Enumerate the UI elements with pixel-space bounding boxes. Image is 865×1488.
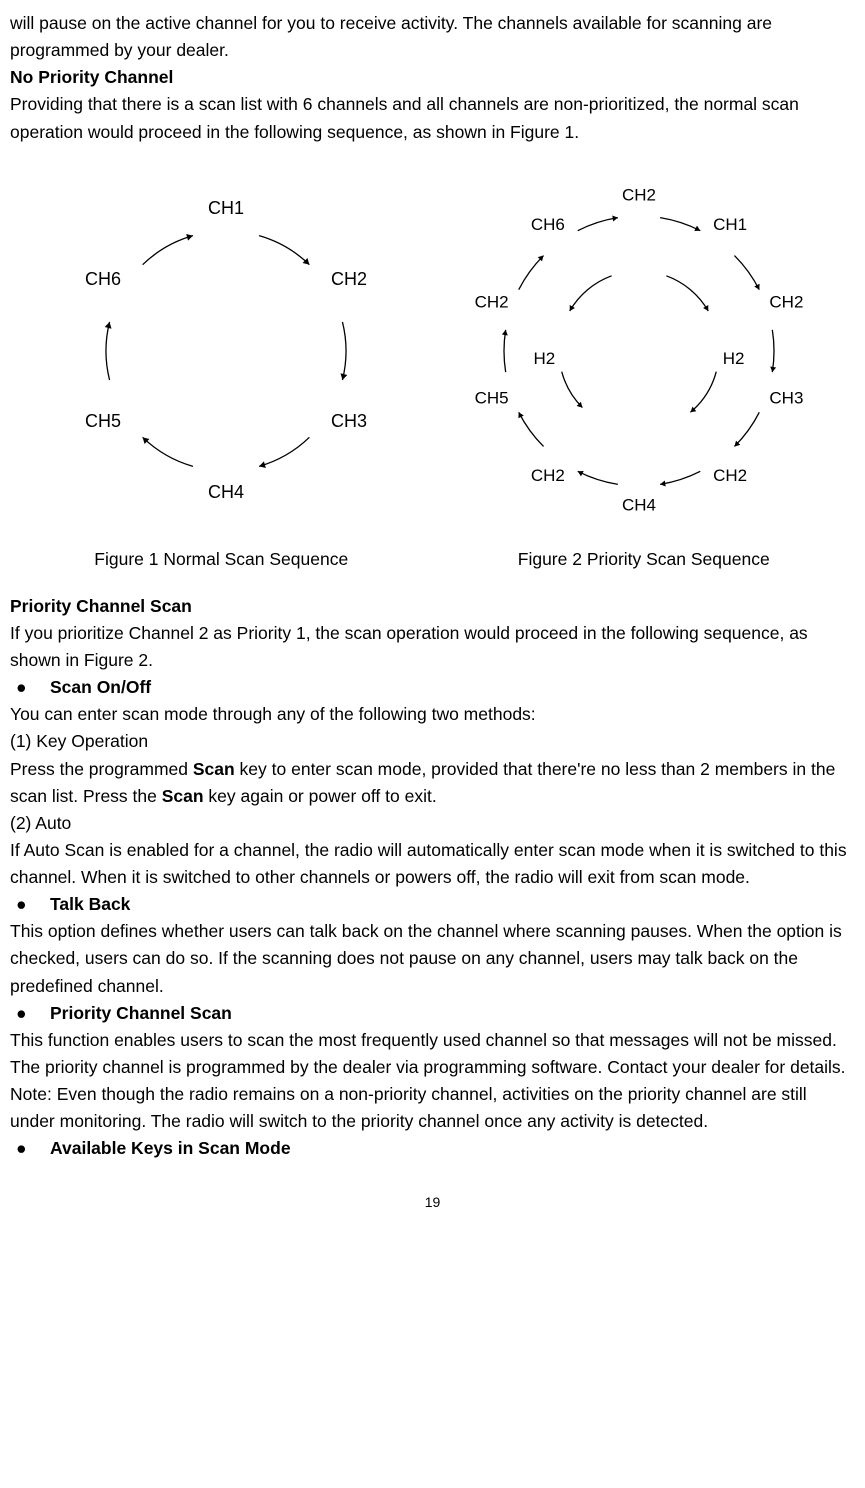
bullet-icon: ●: [10, 1000, 50, 1027]
priority-scan-text: If you prioritize Channel 2 as Priority …: [10, 623, 808, 670]
svg-text:CH4: CH4: [208, 481, 244, 501]
key-op-text: Press the programmed Scan key to enter s…: [10, 756, 855, 810]
avail-keys-label: Available Keys in Scan Mode: [50, 1135, 291, 1162]
priority-scan-section: Priority Channel Scan If you prioritize …: [10, 593, 855, 674]
figure-1-diagram: CH1 CH2 CH3 CH4 CH5 CH6: [20, 176, 433, 526]
talk-back-text: This option defines whether users can ta…: [10, 918, 855, 999]
svg-text:CH2: CH2: [474, 292, 508, 311]
key-text-pre: Press the programmed: [10, 759, 193, 779]
svg-text:CH4: CH4: [622, 495, 656, 514]
captions-row: Figure 1 Normal Scan Sequence Figure 2 P…: [10, 546, 855, 573]
svg-text:CH3: CH3: [769, 388, 803, 407]
svg-text:CH3: CH3: [331, 410, 367, 430]
talk-back-label: Talk Back: [50, 891, 130, 918]
key-text-bold2: Scan: [162, 786, 204, 806]
svg-text:CH2: CH2: [622, 185, 656, 204]
priority-scan-heading: Priority Channel Scan: [10, 596, 192, 616]
scan-onoff-intro: You can enter scan mode through any of t…: [10, 701, 855, 728]
svg-text:CH2: CH2: [531, 466, 565, 485]
no-priority-heading: No Priority Channel: [10, 67, 173, 87]
priority-bullet: ● Priority Channel Scan: [10, 1000, 855, 1027]
bullet-icon: ●: [10, 1135, 50, 1162]
svg-text:CH6: CH6: [85, 268, 121, 288]
svg-text:CH5: CH5: [474, 388, 508, 407]
key-op-label: (1) Key Operation: [10, 728, 855, 755]
scan-onoff-bullet: ● Scan On/Off: [10, 674, 855, 701]
svg-text:CH5: CH5: [85, 410, 121, 430]
priority-bullet-text: This function enables users to scan the …: [10, 1027, 855, 1136]
priority-bullet-label: Priority Channel Scan: [50, 1000, 232, 1027]
diagrams-container: CH1CH2CH3CH4CH5CH6 CH2CH1CH2CH3CH2CH4CH2…: [10, 176, 855, 526]
svg-text:CH2: CH2: [331, 268, 367, 288]
key-text-post: key again or power off to exit.: [204, 786, 437, 806]
svg-text:CH1: CH1: [208, 197, 244, 217]
key-text-bold1: Scan: [193, 759, 235, 779]
svg-text:H2: H2: [723, 348, 745, 367]
auto-text: If Auto Scan is enabled for a channel, t…: [10, 837, 855, 891]
no-priority-text: Providing that there is a scan list with…: [10, 94, 799, 141]
svg-text:CH1: CH1: [713, 215, 747, 234]
svg-text:CH2: CH2: [713, 466, 747, 485]
svg-text:CH6: CH6: [531, 215, 565, 234]
talk-back-bullet: ● Talk Back: [10, 891, 855, 918]
scan-onoff-label: Scan On/Off: [50, 674, 151, 701]
avail-keys-bullet: ● Available Keys in Scan Mode: [10, 1135, 855, 1162]
no-priority-section: No Priority Channel Providing that there…: [10, 64, 855, 145]
figure-2-caption: Figure 2 Priority Scan Sequence: [433, 546, 856, 573]
intro-paragraph: will pause on the active channel for you…: [10, 10, 855, 64]
svg-text:H2: H2: [533, 348, 555, 367]
bullet-icon: ●: [10, 891, 50, 918]
figure-2-diagram: CH2 CH1 CH2 CH3 CH2 CH4 CH2 CH5 CH2 CH6 H2 H2: [433, 176, 846, 526]
page-number: 19: [10, 1192, 855, 1214]
auto-label: (2) Auto: [10, 810, 855, 837]
bullet-icon: ●: [10, 674, 50, 701]
figure-1-caption: Figure 1 Normal Scan Sequence: [10, 546, 433, 573]
svg-text:CH2: CH2: [769, 292, 803, 311]
